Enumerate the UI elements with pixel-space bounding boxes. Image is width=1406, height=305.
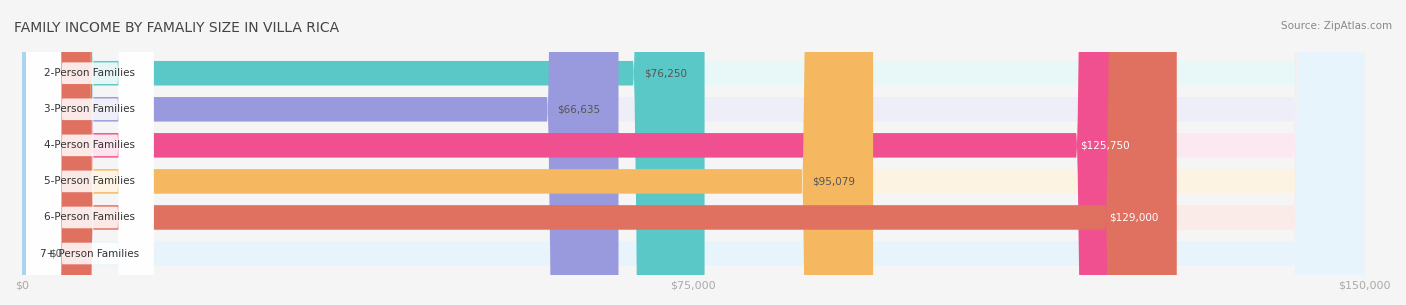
Text: 3-Person Families: 3-Person Families <box>45 104 135 114</box>
FancyBboxPatch shape <box>22 0 873 305</box>
Text: $66,635: $66,635 <box>557 104 600 114</box>
Text: Source: ZipAtlas.com: Source: ZipAtlas.com <box>1281 21 1392 31</box>
Text: $0: $0 <box>49 249 62 259</box>
Text: $125,750: $125,750 <box>1080 140 1130 150</box>
Text: $76,250: $76,250 <box>644 68 686 78</box>
Text: $95,079: $95,079 <box>813 176 855 186</box>
FancyBboxPatch shape <box>27 0 153 305</box>
FancyBboxPatch shape <box>22 0 1365 305</box>
FancyBboxPatch shape <box>22 0 1365 305</box>
FancyBboxPatch shape <box>27 0 153 305</box>
Text: 5-Person Families: 5-Person Families <box>45 176 135 186</box>
Text: $129,000: $129,000 <box>1109 213 1159 222</box>
FancyBboxPatch shape <box>22 0 1365 305</box>
FancyBboxPatch shape <box>22 0 1365 305</box>
FancyBboxPatch shape <box>27 0 153 305</box>
FancyBboxPatch shape <box>22 0 1365 305</box>
FancyBboxPatch shape <box>22 0 1177 305</box>
Text: 7+ Person Families: 7+ Person Families <box>41 249 139 259</box>
FancyBboxPatch shape <box>22 0 619 305</box>
Text: FAMILY INCOME BY FAMALIY SIZE IN VILLA RICA: FAMILY INCOME BY FAMALIY SIZE IN VILLA R… <box>14 21 339 35</box>
FancyBboxPatch shape <box>27 0 153 305</box>
FancyBboxPatch shape <box>22 0 1147 305</box>
Text: 4-Person Families: 4-Person Families <box>45 140 135 150</box>
FancyBboxPatch shape <box>22 0 704 305</box>
FancyBboxPatch shape <box>22 0 1365 305</box>
Text: 2-Person Families: 2-Person Families <box>45 68 135 78</box>
FancyBboxPatch shape <box>22 0 53 305</box>
FancyBboxPatch shape <box>27 0 153 305</box>
Text: 6-Person Families: 6-Person Families <box>45 213 135 222</box>
FancyBboxPatch shape <box>27 0 153 305</box>
